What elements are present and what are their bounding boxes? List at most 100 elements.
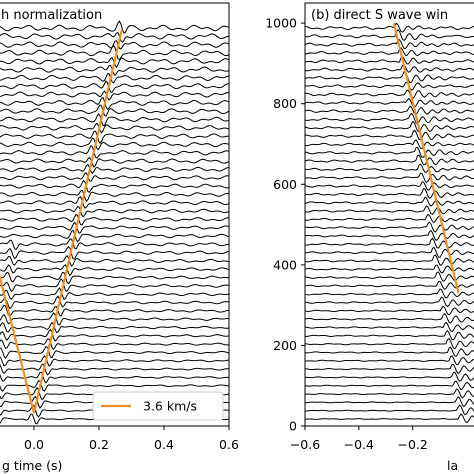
panel-b-traces [304,22,474,424]
trace [0,179,230,193]
trace [304,38,474,50]
y-tick-label: 600 [273,177,297,192]
trace [304,120,474,133]
trace [304,264,474,274]
trace [304,380,474,391]
y-tick-label: 1000 [265,16,297,31]
trace [0,229,230,243]
y-tick-label: 400 [273,257,297,272]
trace [304,146,474,158]
trace [304,230,474,241]
trace [304,112,474,125]
legend-box [92,391,224,421]
x-tick-label: 0.6 [219,437,239,452]
panel-b-x-label: la [447,458,458,473]
trace [0,156,230,168]
trace [304,181,474,191]
panel-b-x-axis: −0.6 −0.4 −0.2 [290,426,428,452]
panel-b-title: (b) direct S wave win [311,8,448,23]
trace [0,90,230,101]
trace [0,122,230,134]
trace [0,312,230,326]
trace [0,64,230,77]
panel-b-frame [304,2,474,427]
trace [0,363,230,376]
trace [304,371,474,382]
trace [304,355,474,366]
moveout-line [0,273,36,414]
trace [0,32,230,44]
trace [0,104,230,117]
trace [0,144,230,159]
trace [0,238,230,251]
trace [0,245,230,260]
y-tick-label: 800 [273,96,297,111]
trace [304,64,474,73]
trace [304,81,474,91]
panel-b: (b) direct S wave win −0.6 −0.4 −0.2 0 200 4… [265,2,474,473]
x-tick-label: −0.6 [290,437,320,452]
trace [0,96,230,111]
trace [304,154,474,166]
trace [304,280,474,290]
trace [0,213,230,226]
trace [0,130,230,145]
trace [304,105,474,115]
trace [304,237,474,249]
trace [304,188,474,199]
trace [304,305,474,316]
trace [0,189,230,202]
trace [0,328,230,342]
trace [0,72,230,84]
trace [0,338,230,351]
trace [0,163,230,175]
trace [0,278,230,293]
trace [304,22,474,33]
trace [0,172,230,183]
trace [0,137,230,151]
x-tick-label: 0.2 [89,437,109,452]
trace [304,388,474,399]
trace [304,329,474,341]
y-tick-label: 0 [289,419,297,434]
trace [304,163,474,173]
x-tick-label: −0.4 [344,437,374,452]
trace [304,97,474,108]
moveout-line [32,29,123,414]
trace [304,205,474,215]
trace [0,295,230,310]
trace [304,213,474,224]
trace [0,287,230,301]
y-tick-label: 200 [273,338,297,353]
trace [304,296,474,308]
trace [304,47,474,57]
panel-a-frame [0,2,230,427]
panel-a: h normalization 0.0 0.2 0.4 0.6 g time (s) … [0,2,239,473]
x-tick-label: 0.4 [154,437,174,452]
trace [304,346,474,357]
trace [304,196,474,207]
trace [304,404,474,416]
trace [0,44,230,61]
trace [304,321,474,333]
trace [304,312,474,324]
panel-a-title: h normalization [1,8,102,23]
panel-a-traces [0,20,230,425]
trace [0,321,230,334]
trace [0,380,230,392]
trace [304,129,474,141]
panel-b-y-axis: 0 200 400 600 800 1000 [265,16,305,434]
trace [304,413,474,424]
panel-a-moveout-lines [0,29,123,414]
trace [304,71,474,84]
trace [304,337,474,350]
trace [304,89,474,99]
trace [0,56,230,69]
trace [0,195,230,209]
trace [304,28,474,42]
trace [0,304,230,317]
trace [0,254,230,267]
panel-a-legend: 3.6 km/s [92,391,224,421]
trace [304,56,474,65]
